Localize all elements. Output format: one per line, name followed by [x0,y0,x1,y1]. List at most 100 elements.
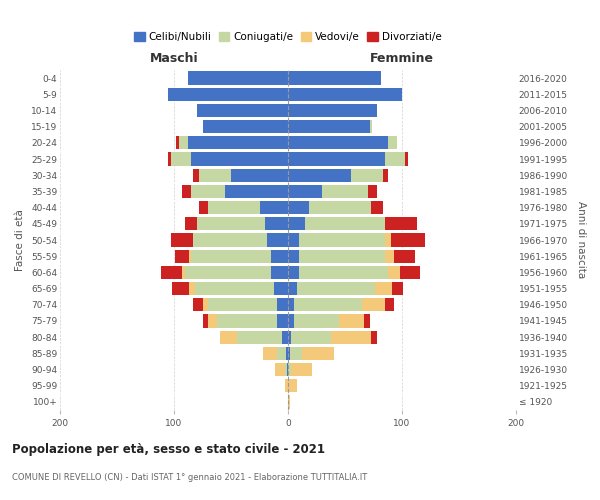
Bar [392,282,403,295]
Bar [331,330,371,344]
Bar [385,234,391,246]
Bar [197,104,288,117]
Bar [288,266,299,279]
Bar [299,234,385,246]
Bar [179,136,188,149]
Bar [288,104,377,117]
Bar [203,298,208,312]
Bar [176,136,179,149]
Bar [288,330,292,344]
Bar [362,298,385,312]
Bar [199,201,208,214]
Bar [175,250,189,263]
Text: COMUNE DI REVELLO (CN) - Dati ISTAT 1° gennaio 2021 - Elaborazione TUTTITALIA.IT: COMUNE DI REVELLO (CN) - Dati ISTAT 1° g… [12,472,367,482]
Bar [290,346,302,360]
Bar [194,282,274,295]
Bar [203,120,288,134]
Bar [394,250,415,263]
Bar [193,234,268,246]
Y-axis label: Fasce di età: Fasce di età [16,209,25,271]
Bar [288,379,297,392]
Bar [182,185,191,198]
Bar [288,201,308,214]
Bar [288,363,292,376]
Bar [322,185,368,198]
Bar [263,346,277,360]
Bar [288,217,305,230]
Bar [371,330,377,344]
Bar [208,314,217,328]
Bar [277,346,286,360]
Bar [236,330,283,344]
Bar [197,217,265,230]
Bar [185,266,271,279]
Bar [191,152,288,166]
Bar [260,201,288,214]
Bar [288,152,385,166]
Bar [168,88,288,101]
Bar [265,217,288,230]
Bar [208,201,260,214]
Bar [191,185,226,198]
Y-axis label: Anni di nascita: Anni di nascita [577,202,586,278]
Bar [286,346,288,360]
Bar [385,250,394,263]
Bar [284,379,288,392]
Bar [172,282,189,295]
Text: Maschi: Maschi [149,52,199,65]
Bar [374,282,392,295]
Bar [189,282,194,295]
Bar [294,314,340,328]
Bar [288,396,290,408]
Bar [292,363,312,376]
Bar [170,234,193,246]
Bar [193,298,203,312]
Bar [217,314,277,328]
Text: Popolazione per età, sesso e stato civile - 2021: Popolazione per età, sesso e stato civil… [12,442,325,456]
Bar [168,152,170,166]
Bar [288,234,299,246]
Bar [283,330,288,344]
Bar [203,314,208,328]
Bar [391,234,425,246]
Bar [271,250,288,263]
Text: Femmine: Femmine [370,52,434,65]
Bar [189,250,191,263]
Bar [371,201,383,214]
Bar [231,168,288,182]
Bar [400,266,420,279]
Bar [226,185,288,198]
Bar [350,168,383,182]
Bar [364,314,370,328]
Bar [271,266,288,279]
Bar [288,168,350,182]
Bar [294,298,362,312]
Bar [268,234,288,246]
Bar [305,217,385,230]
Bar [288,250,299,263]
Bar [385,298,394,312]
Bar [288,72,382,85]
Bar [288,282,297,295]
Bar [302,346,334,360]
Bar [299,250,385,263]
Bar [383,168,388,182]
Bar [288,136,388,149]
Bar [188,72,288,85]
Legend: Celibi/Nubili, Coniugati/e, Vedovi/e, Divorziati/e: Celibi/Nubili, Coniugati/e, Vedovi/e, Di… [130,28,446,46]
Bar [292,330,331,344]
Bar [191,250,271,263]
Bar [370,120,373,134]
Bar [299,266,388,279]
Bar [199,168,231,182]
Bar [274,282,288,295]
Bar [185,217,197,230]
Bar [288,346,290,360]
Bar [288,298,294,312]
Bar [288,120,370,134]
Bar [297,282,374,295]
Bar [182,266,185,279]
Bar [288,88,402,101]
Bar [308,201,371,214]
Bar [277,314,288,328]
